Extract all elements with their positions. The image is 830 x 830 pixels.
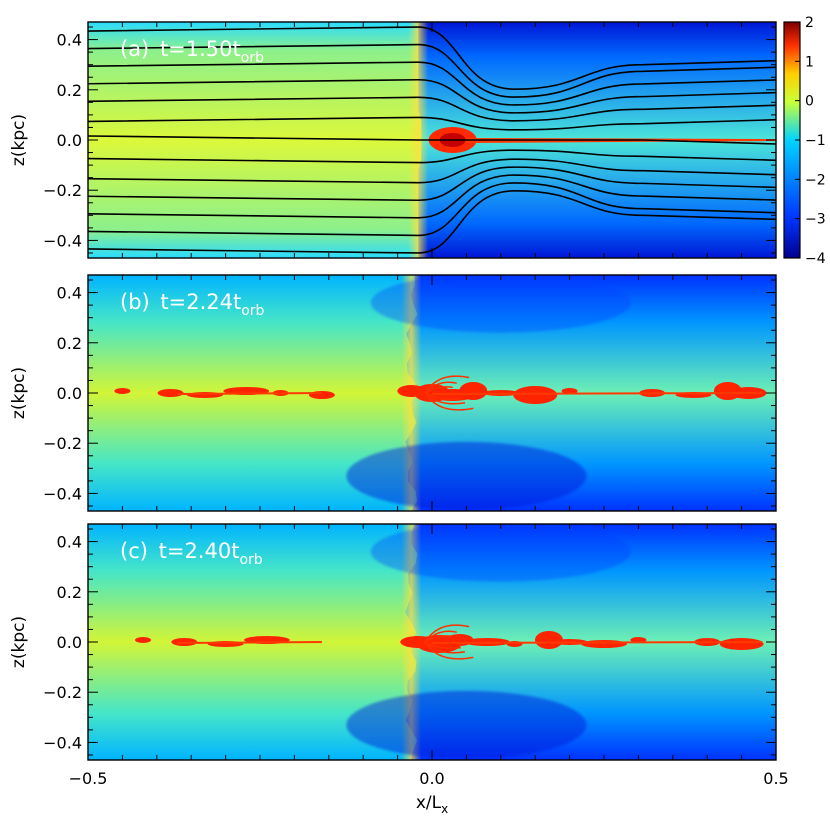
field-line bbox=[88, 43, 776, 98]
dense-spray bbox=[424, 375, 470, 394]
field-line bbox=[88, 174, 776, 219]
low-density-lobe bbox=[370, 524, 631, 582]
panel-c: 0.4 0.2 0.0 −0.2 −0.4 z(kpc) (c) t=2.40torb bbox=[9, 523, 777, 761]
bottom-axis: −0.5 0.0 0.5 x/Lx bbox=[69, 769, 789, 816]
dense-spray bbox=[424, 624, 470, 643]
panel-label: (a) t=1.50torb bbox=[120, 37, 264, 66]
field-line bbox=[88, 135, 776, 145]
colorbar: 2 1 0 −1 −2 −3 −4 bbox=[783, 15, 826, 267]
y-tick-label: 0.2 bbox=[57, 334, 82, 353]
dense-clump bbox=[459, 382, 488, 400]
y-axis: 0.4 0.2 0.0 −0.2 −0.4 z(kpc) bbox=[9, 528, 776, 756]
y-axis: 0.4 0.2 0.0 −0.2 −0.4 z(kpc) bbox=[9, 279, 776, 507]
density-map bbox=[88, 22, 776, 258]
y-axis-label: z(kpc) bbox=[9, 367, 29, 419]
x-tick-label: −0.5 bbox=[69, 769, 108, 788]
y-tick-label: 0.4 bbox=[57, 533, 82, 552]
field-line bbox=[88, 78, 776, 114]
y-tick-label: −0.2 bbox=[43, 181, 82, 200]
dense-clump bbox=[561, 388, 578, 394]
y-tick-label: 0.4 bbox=[57, 284, 82, 303]
dense-clump bbox=[513, 386, 558, 404]
panel-a: 0.4 0.2 0.0 −0.2 −0.4 z(kpc) (a) t=1.50torb bbox=[9, 21, 777, 259]
low-density-lobe bbox=[346, 441, 587, 510]
dense-spray bbox=[424, 641, 474, 660]
colorbar-tick-label: 2 bbox=[805, 15, 814, 31]
panel-label: (b) t=2.24torb bbox=[120, 290, 265, 319]
field-line bbox=[88, 190, 776, 254]
dense-clump bbox=[719, 638, 764, 650]
field-line bbox=[88, 26, 776, 90]
colorbar-tick-label: 0 bbox=[805, 94, 814, 110]
dense-spray bbox=[424, 392, 474, 411]
x-axis-label: x/Lx bbox=[416, 793, 448, 816]
panel-b: 0.4 0.2 0.0 −0.2 −0.4 z(kpc) (b) t=2.24torb bbox=[9, 274, 777, 512]
field-line bbox=[88, 96, 776, 122]
dense-clump bbox=[135, 637, 152, 643]
colorbar-tick-label: −4 bbox=[805, 251, 826, 267]
y-tick-label: −0.2 bbox=[43, 683, 82, 702]
y-tick-label: 0.0 bbox=[57, 131, 82, 150]
y-axis-label: z(kpc) bbox=[9, 114, 29, 166]
dense-clump bbox=[581, 640, 627, 648]
field-line bbox=[88, 61, 776, 106]
x-ticks bbox=[87, 22, 777, 258]
colorbar-tick-label: 1 bbox=[805, 54, 814, 70]
y-tick-label: −0.4 bbox=[43, 231, 82, 250]
field-line bbox=[88, 116, 776, 131]
dense-spray bbox=[424, 641, 466, 654]
x-tick-label: 0.0 bbox=[419, 769, 444, 788]
field-line bbox=[88, 182, 776, 237]
density-map bbox=[88, 524, 776, 760]
panels: 0.40.20.0−0.2−0.4z(kpc)(a) t=1.50torb0.4… bbox=[9, 21, 777, 761]
low-density-lobe bbox=[370, 275, 631, 333]
y-tick-label: 0.4 bbox=[57, 31, 82, 50]
field-line bbox=[88, 149, 776, 164]
field-line bbox=[88, 166, 776, 202]
y-tick-label: 0.0 bbox=[57, 384, 82, 403]
dense-streak bbox=[177, 641, 322, 644]
colorbar-tick-label: −2 bbox=[805, 172, 826, 188]
y-tick-label: −0.4 bbox=[43, 484, 82, 503]
dense-filaments bbox=[114, 375, 767, 411]
dense-streak bbox=[432, 392, 763, 395]
low-density-lobe bbox=[346, 690, 587, 759]
y-tick-label: −0.4 bbox=[43, 733, 82, 752]
dense-clump bbox=[534, 631, 563, 649]
dense-spray bbox=[424, 392, 466, 405]
x-tick-label: 0.5 bbox=[763, 769, 788, 788]
y-axis-label: z(kpc) bbox=[9, 616, 29, 668]
field-lines bbox=[88, 26, 776, 254]
colorbar-tick-label: −1 bbox=[805, 133, 826, 149]
y-axis: 0.4 0.2 0.0 −0.2 −0.4 z(kpc) bbox=[9, 26, 776, 254]
colorbar-tick-label: −3 bbox=[805, 212, 826, 228]
y-tick-label: 0.2 bbox=[57, 81, 82, 100]
panel-label: (c) t=2.40torb bbox=[120, 539, 263, 568]
dense-streak bbox=[177, 392, 322, 395]
x-ticks bbox=[87, 275, 777, 511]
y-tick-label: 0.2 bbox=[57, 583, 82, 602]
dense-streak bbox=[432, 641, 763, 644]
field-line bbox=[88, 158, 776, 184]
density-map bbox=[88, 275, 776, 511]
y-tick-label: 0.0 bbox=[57, 633, 82, 652]
dense-filaments bbox=[135, 624, 764, 660]
dense-clump bbox=[114, 388, 131, 394]
dense-clump bbox=[157, 389, 184, 397]
y-tick-label: −0.2 bbox=[43, 434, 82, 453]
